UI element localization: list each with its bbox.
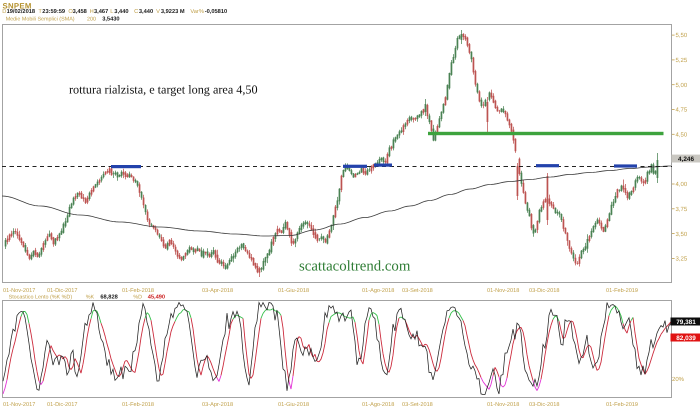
svg-text:Medie Mobili Semplici (SMA): Medie Mobili Semplici (SMA) [6, 17, 75, 23]
svg-text:20%: 20% [672, 376, 685, 383]
svg-text:03-Dic-2018: 03-Dic-2018 [529, 401, 559, 408]
svg-text:scattacoltrend.com: scattacoltrend.com [299, 259, 411, 275]
svg-text:4,00: 4,00 [676, 181, 688, 188]
svg-text:3,5430: 3,5430 [102, 17, 119, 23]
svg-text:03-Set-2018: 03-Set-2018 [402, 402, 433, 408]
svg-text:01-Ago-2018: 01-Ago-2018 [362, 402, 394, 408]
svg-text:5,00: 5,00 [676, 82, 688, 89]
svg-text:03-Set-2018: 03-Set-2018 [402, 288, 433, 294]
svg-text:45,490: 45,490 [148, 295, 165, 301]
svg-text:H: H [90, 9, 94, 15]
svg-text:Stocastico Lento (%K %D): Stocastico Lento (%K %D) [9, 295, 73, 301]
svg-text:4,75: 4,75 [676, 107, 688, 114]
svg-text:3,25: 3,25 [676, 256, 688, 263]
svg-text:82,039: 82,039 [676, 335, 696, 342]
svg-text:Var%: Var% [190, 9, 204, 15]
svg-text:%K: %K [86, 295, 95, 301]
svg-text:4,50: 4,50 [676, 131, 688, 138]
svg-text:01-Feb-2019: 01-Feb-2019 [606, 401, 638, 408]
svg-text:01-Nov-2018: 01-Nov-2018 [487, 288, 519, 294]
svg-text:19/02/2018: 19/02/2018 [7, 8, 35, 15]
svg-text:4,246: 4,246 [678, 156, 694, 163]
svg-text:01-Ago-2018: 01-Ago-2018 [362, 288, 394, 294]
svg-text:01-Giu-2018: 01-Giu-2018 [278, 287, 309, 294]
svg-text:01-Feb-2019: 01-Feb-2019 [606, 287, 638, 294]
svg-text:01-Feb-2018: 01-Feb-2018 [122, 401, 154, 408]
svg-text:01-Giu-2018: 01-Giu-2018 [278, 401, 309, 408]
svg-text:3,9223 M: 3,9223 M [161, 9, 185, 15]
svg-text:23:59:59: 23:59:59 [42, 9, 65, 15]
svg-text:SNPEM: SNPEM [3, 1, 32, 10]
svg-text:3,440: 3,440 [114, 9, 128, 15]
svg-text:03-Apr-2018: 03-Apr-2018 [202, 288, 233, 294]
svg-text:3,75: 3,75 [676, 206, 688, 213]
svg-text:200: 200 [87, 17, 96, 23]
svg-text:3,467: 3,467 [94, 9, 108, 15]
svg-text:01-Nov-2017: 01-Nov-2017 [3, 288, 35, 294]
svg-text:01-Feb-2018: 01-Feb-2018 [122, 287, 154, 294]
svg-text:D: D [2, 9, 6, 15]
svg-text:01-Dic-2017: 01-Dic-2017 [47, 287, 77, 294]
svg-text:-0,05810: -0,05810 [205, 9, 227, 15]
svg-text:3,50: 3,50 [676, 231, 688, 238]
svg-text:03-Dic-2018: 03-Dic-2018 [529, 287, 559, 294]
svg-text:5,25: 5,25 [676, 57, 688, 64]
svg-text:01-Dic-2017: 01-Dic-2017 [47, 401, 77, 408]
svg-text:68,828: 68,828 [100, 295, 117, 301]
svg-text:%D: %D [133, 295, 142, 301]
svg-text:V: V [156, 9, 160, 15]
svg-text:rottura rialzista, e target lo: rottura rialzista, e target long area 4,… [69, 83, 258, 97]
svg-text:T: T [38, 9, 42, 15]
svg-text:O: O [68, 9, 73, 15]
svg-text:79,381: 79,381 [676, 319, 696, 326]
svg-text:3,458: 3,458 [73, 9, 87, 15]
svg-text:01-Nov-2018: 01-Nov-2018 [487, 402, 519, 408]
svg-text:L: L [110, 9, 113, 15]
svg-text:5,50: 5,50 [676, 32, 688, 39]
svg-text:01-Nov-2017: 01-Nov-2017 [3, 402, 35, 408]
svg-text:C: C [134, 9, 138, 15]
svg-text:03-Apr-2018: 03-Apr-2018 [202, 402, 233, 408]
svg-text:3,440: 3,440 [139, 9, 153, 15]
